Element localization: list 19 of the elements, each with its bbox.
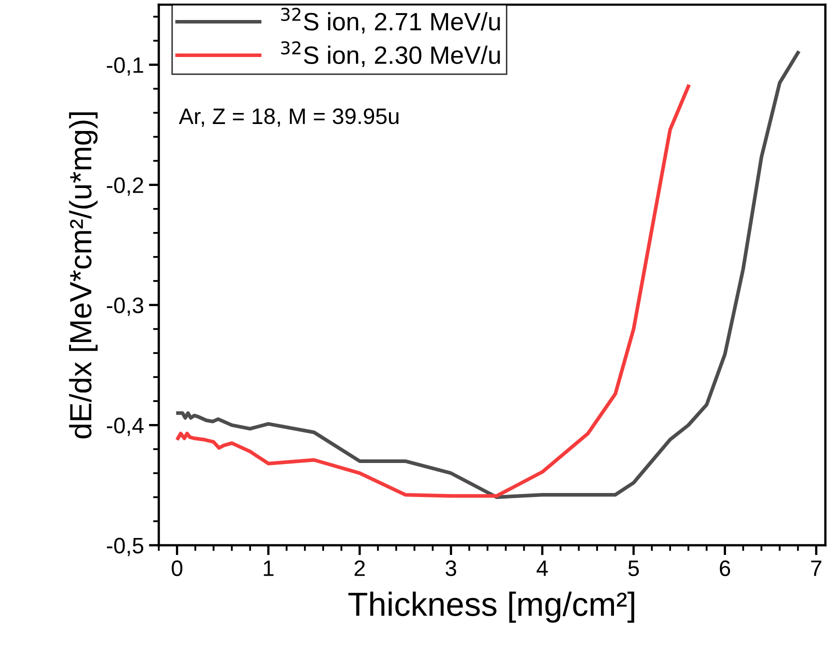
x-tick-label: 0 [172, 560, 182, 576]
x-tick-label: 7 [811, 560, 822, 576]
x-tick-label: 4 [536, 560, 548, 576]
y-tick-label: -0,3 [106, 298, 144, 316]
y-tick-label: -0,1 [106, 57, 144, 76]
y-tick-label: -0,4 [106, 418, 144, 436]
legend-label: $^{32}$S ion, 2.30 MeV/u [281, 41, 500, 68]
x-tick-label: 3 [446, 560, 456, 576]
annotation: Ar, Z = 18, M = 39.95u [178, 108, 398, 127]
x-tick-label: 1 [264, 560, 274, 576]
y-tick-label: -0,2 [106, 177, 144, 196]
y-tick-label: -0,5 [106, 538, 144, 556]
x-tick-label: 2 [354, 560, 365, 576]
x-axis-title: Thickness [mg/cm²] [348, 592, 634, 623]
legend-label: $^{32}$S ion, 2.71 MeV/u [281, 8, 500, 34]
x-tick-label: 6 [720, 560, 730, 576]
line-series [176, 84, 690, 498]
y-axis-title: dE/dx [MeV*cm²/(u*mg)] [69, 112, 98, 438]
x-tick-label: 5 [628, 560, 639, 576]
